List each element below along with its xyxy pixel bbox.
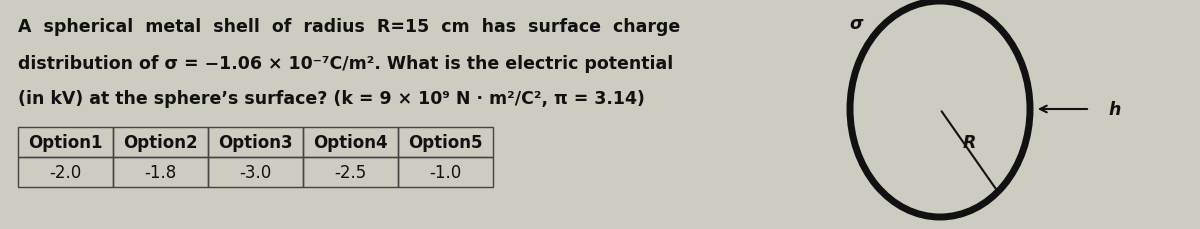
Text: -2.0: -2.0 [49,163,82,181]
Text: Option5: Option5 [408,134,482,151]
Text: R: R [962,134,976,152]
Bar [208,157,304,187]
Text: (in kV) at the sphere’s surface? (k = 9 × 10⁹ N · m²/C², π = 3.14): (in kV) at the sphere’s surface? (k = 9 … [18,90,644,108]
Bar [18,157,113,187]
Text: distribution of σ = −1.06 × 10⁻⁷C/m². What is the electric potential: distribution of σ = −1.06 × 10⁻⁷C/m². Wh… [18,55,673,73]
Bar [113,157,208,187]
Text: σ: σ [850,14,863,33]
Bar [304,128,398,157]
Bar [18,128,113,157]
Bar [113,128,208,157]
Text: Option1: Option1 [29,134,103,151]
Text: h: h [1108,101,1121,118]
Text: -1.8: -1.8 [144,163,176,181]
Text: Option4: Option4 [313,134,388,151]
Bar [398,157,493,187]
Text: -1.0: -1.0 [430,163,462,181]
Text: -2.5: -2.5 [335,163,367,181]
Bar [398,128,493,157]
Text: A  spherical  metal  shell  of  radius  R=15  cm  has  surface  charge: A spherical metal shell of radius R=15 c… [18,18,680,36]
Text: Option2: Option2 [124,134,198,151]
Bar [304,157,398,187]
Bar [208,128,304,157]
Text: Option3: Option3 [218,134,293,151]
Text: -3.0: -3.0 [239,163,271,181]
